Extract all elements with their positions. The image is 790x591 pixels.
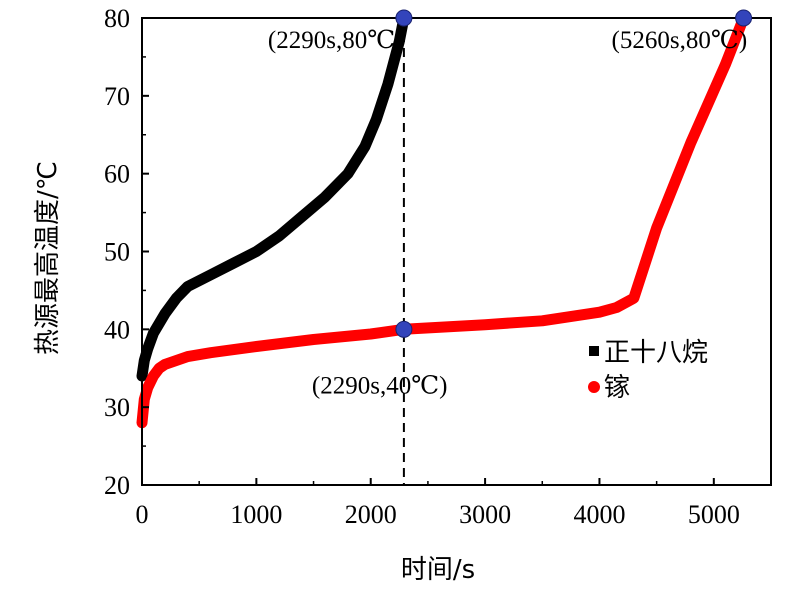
x-tick-label: 5000 bbox=[688, 500, 740, 529]
x-tick-label: 1000 bbox=[230, 500, 282, 529]
annotation-label: (2290s,80℃) bbox=[268, 27, 404, 54]
legend-label-series-1: 正十八烷 bbox=[604, 338, 708, 368]
x-tick-label: 2000 bbox=[345, 500, 397, 529]
plot-frame bbox=[141, 17, 772, 486]
x-tick-label: 0 bbox=[136, 500, 149, 529]
y-tick-label: 80 bbox=[104, 4, 130, 33]
y-tick-label: 50 bbox=[104, 238, 130, 267]
annotation-marker bbox=[395, 9, 413, 27]
y-tick-label: 60 bbox=[104, 160, 130, 189]
legend: 正十八烷 镓 bbox=[588, 338, 708, 403]
x-axis: 0 1000 2000 3000 4000 5000 bbox=[136, 478, 740, 529]
y-axis-title: 热源最高温度/℃ bbox=[33, 161, 63, 355]
annotation-marker bbox=[735, 9, 753, 27]
legend-label-series-2: 镓 bbox=[604, 373, 630, 403]
annotation-label: (2290s,40℃) bbox=[312, 372, 448, 399]
annotation-label: (5260s,80℃) bbox=[612, 27, 748, 54]
legend-marker-series-2 bbox=[588, 381, 600, 393]
series-line-1 bbox=[136, 12, 410, 382]
series-line-2 bbox=[136, 12, 750, 429]
y-tick-label: 40 bbox=[104, 315, 130, 344]
y-tick-label: 70 bbox=[104, 82, 130, 111]
legend-marker-series-1 bbox=[589, 346, 599, 356]
annotations: (2290s,80℃) (5260s,80℃) (2290s,40℃) bbox=[268, 9, 753, 399]
y-axis: 20 30 40 50 60 70 80 bbox=[104, 4, 149, 500]
x-tick-label: 4000 bbox=[573, 500, 625, 529]
x-axis-title: 时间/s bbox=[401, 555, 475, 585]
y-tick-label: 30 bbox=[104, 393, 130, 422]
annotation-marker bbox=[395, 320, 413, 338]
x-tick-label: 3000 bbox=[459, 500, 511, 529]
plot-layer bbox=[136, 12, 750, 485]
y-tick-label: 20 bbox=[104, 471, 130, 500]
